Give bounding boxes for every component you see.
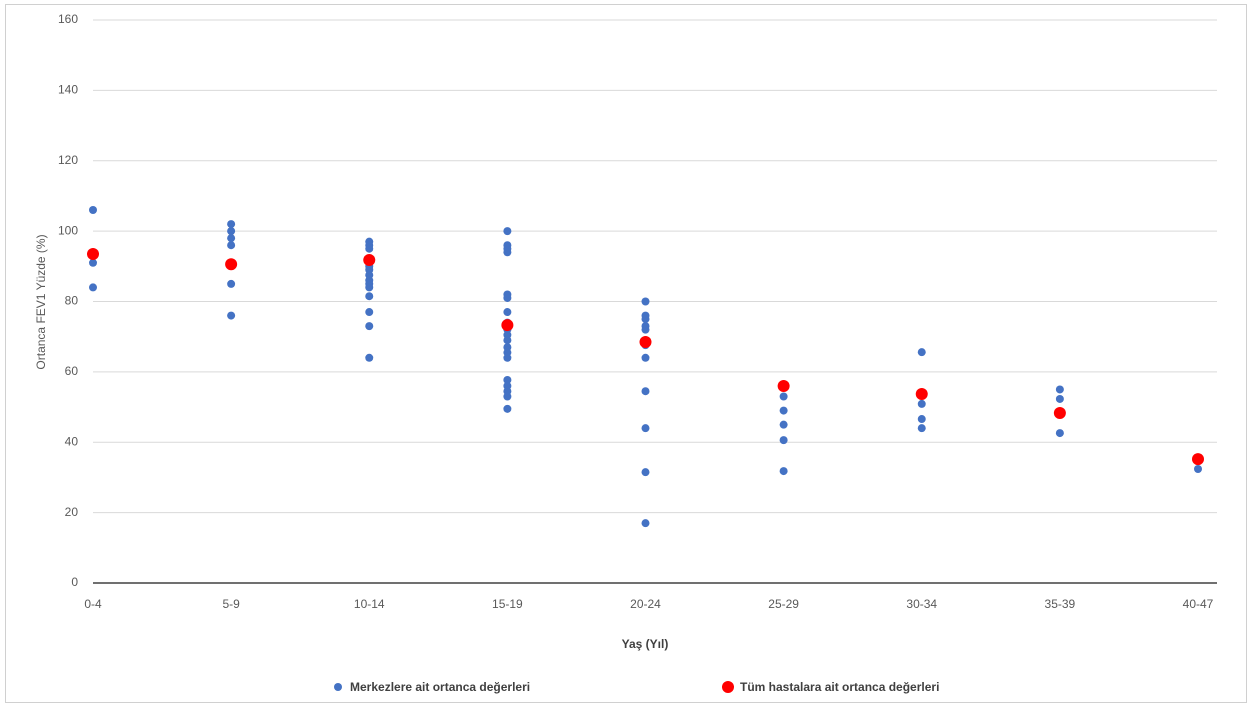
legend-marker [722, 681, 734, 693]
center-point [503, 308, 512, 317]
center-point [503, 375, 512, 384]
center-point [365, 283, 374, 292]
center-point [1055, 385, 1064, 394]
center-point [641, 468, 650, 477]
center-point [365, 322, 374, 331]
center-point [503, 404, 512, 413]
y-tick-label: 60 [65, 364, 79, 378]
legend-label: Tüm hastalara ait ortanca değerleri [740, 680, 939, 694]
center-point [227, 279, 236, 288]
y-tick-label: 40 [65, 434, 79, 448]
chart-frame [5, 4, 1247, 703]
center-point [503, 293, 512, 302]
y-axis-label: Ortanca FEV1 Yüzde (%) [34, 234, 48, 369]
y-tick-label: 0 [71, 575, 78, 589]
center-point [641, 519, 650, 528]
center-point [1055, 394, 1064, 403]
y-tick-label: 140 [58, 83, 78, 97]
center-point [503, 353, 512, 362]
center-point [779, 406, 788, 415]
center-point [89, 206, 97, 215]
overall-point [225, 258, 238, 271]
x-tick-label: 25-29 [768, 597, 799, 611]
center-point [365, 244, 374, 253]
y-tick-label: 160 [58, 12, 78, 26]
center-point [227, 241, 236, 250]
center-point [89, 258, 97, 267]
y-tick-label: 80 [65, 294, 79, 308]
y-tick-label: 20 [65, 505, 79, 519]
y-tick-label: 100 [58, 223, 78, 237]
x-tick-label: 5-9 [222, 597, 240, 611]
center-point [641, 387, 650, 396]
center-point [641, 297, 650, 306]
center-point [917, 399, 926, 408]
x-tick-label: 15-19 [492, 597, 523, 611]
center-point [227, 227, 236, 236]
x-tick-label: 40-47 [1183, 597, 1214, 611]
center-point [227, 234, 236, 243]
center-point [227, 220, 236, 229]
overall-point [501, 319, 514, 332]
overall-point [777, 379, 790, 392]
x-tick-label: 35-39 [1045, 597, 1076, 611]
center-point [365, 353, 374, 362]
x-axis-label: Yaş (Yıl) [622, 637, 669, 651]
center-point [641, 325, 650, 334]
overall-point [915, 388, 928, 401]
overall-point [639, 335, 652, 348]
center-point [365, 308, 374, 317]
overall-point [1053, 407, 1066, 420]
center-point [503, 392, 512, 401]
center-point [779, 436, 788, 445]
center-point [365, 292, 374, 301]
overall-point [87, 247, 99, 260]
y-tick-label: 120 [58, 153, 78, 167]
legend-marker [334, 683, 342, 691]
center-point [641, 353, 650, 362]
center-point [779, 420, 788, 429]
x-tick-label: 20-24 [630, 597, 661, 611]
x-tick-label: 30-34 [906, 597, 937, 611]
center-point [89, 283, 97, 292]
center-point [503, 227, 512, 236]
center-point [227, 311, 236, 320]
center-point [917, 424, 926, 433]
x-tick-label: 0-4 [84, 597, 102, 611]
x-tick-label: 10-14 [354, 597, 385, 611]
center-point [917, 348, 926, 357]
center-point [1194, 464, 1202, 473]
overall-point [1192, 453, 1204, 466]
center-point [503, 336, 512, 345]
center-point [641, 424, 650, 433]
overall-point [363, 253, 376, 266]
center-point [779, 392, 788, 401]
center-point [779, 467, 788, 476]
legend-label: Merkezlere ait ortanca değerleri [350, 680, 530, 694]
center-point [503, 248, 512, 257]
center-point [1055, 429, 1064, 438]
center-point [917, 415, 926, 424]
center-point [641, 315, 650, 324]
